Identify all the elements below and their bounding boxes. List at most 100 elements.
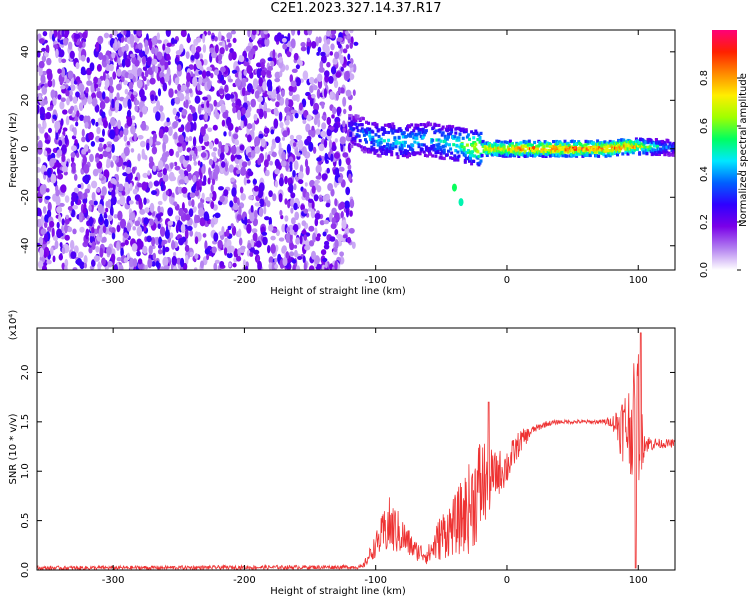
noise-cell	[140, 95, 147, 102]
heatmap	[37, 30, 675, 270]
noise-cell	[157, 88, 162, 97]
noise-cell	[348, 227, 355, 234]
noise-cell	[53, 44, 59, 49]
noise-cell	[255, 240, 262, 248]
noise-cell	[317, 73, 323, 82]
ridge-cell	[398, 145, 402, 149]
noise-cell	[183, 208, 188, 214]
noise-cell	[219, 261, 225, 267]
noise-cell	[162, 134, 169, 145]
ridge-cell	[450, 151, 454, 155]
ridge-cell	[353, 142, 357, 146]
noise-cell	[65, 115, 70, 126]
ridge-cell	[463, 160, 467, 164]
noise-cell	[184, 136, 189, 142]
ridge-cell	[441, 145, 445, 149]
ridge-cell	[365, 120, 368, 124]
ridge-cell	[402, 144, 406, 148]
noise-cell	[164, 229, 170, 240]
ridge-cell	[459, 127, 463, 131]
ridge-cell	[438, 146, 442, 150]
ridge-cell	[386, 143, 389, 147]
noise-cell	[77, 251, 84, 259]
noise-cell	[267, 57, 273, 62]
ridge-cell	[523, 149, 527, 153]
ridge-cell	[609, 143, 613, 147]
noise-cell	[197, 160, 201, 166]
ridge-cell	[475, 131, 479, 135]
noise-cell	[211, 151, 217, 158]
ridge-cell	[362, 150, 366, 154]
ridge-cell	[400, 147, 404, 151]
ridge-cell	[421, 127, 425, 131]
noise-cell	[198, 207, 205, 217]
noise-cell	[142, 245, 148, 255]
ridge-cell	[584, 149, 588, 153]
noise-cell	[107, 260, 113, 268]
ridge-cell	[452, 143, 456, 147]
noise-cell	[285, 251, 290, 260]
ridge-cell	[379, 140, 383, 145]
noise-cell	[95, 41, 100, 52]
noise-cell	[347, 53, 351, 61]
ridge-cell	[522, 139, 526, 144]
noise-cell	[95, 87, 101, 92]
noise-cell	[117, 210, 123, 221]
noise-cell	[198, 134, 204, 144]
ridge-cell	[461, 136, 465, 140]
ridge-cell	[661, 142, 665, 146]
ridge-cell	[386, 148, 389, 152]
ridge-cell	[479, 159, 483, 163]
noise-cell	[233, 248, 239, 258]
ridge-cell	[468, 159, 471, 163]
noise-cell	[311, 250, 316, 260]
noise-cell	[220, 146, 225, 154]
noise-cell	[311, 200, 315, 210]
noise-cell	[127, 98, 132, 108]
noise-cell	[110, 161, 114, 168]
noise-cell	[56, 228, 63, 239]
noise-cell	[321, 173, 328, 181]
noise-cell	[215, 112, 220, 120]
ridge-cell	[391, 146, 395, 150]
ridge-cell	[540, 149, 544, 153]
noise-cell	[113, 214, 119, 219]
noise-cell	[83, 164, 90, 174]
noise-cell	[328, 75, 334, 84]
noise-cell	[178, 179, 185, 185]
noise-cell	[125, 166, 132, 174]
noise-cell	[291, 259, 297, 264]
noise-cell	[344, 30, 349, 35]
noise-cell	[174, 96, 181, 105]
colorbar-tick-label: 0.8	[699, 70, 710, 86]
ridge-cell	[455, 138, 459, 142]
noise-cell	[140, 140, 146, 148]
noise-cell	[243, 117, 248, 127]
noise-cell	[189, 192, 196, 199]
chart-title: C2E1.2023.327.14.37.R17	[270, 1, 442, 16]
noise-cell	[64, 234, 70, 241]
noise-cell	[312, 85, 318, 91]
ridge-cell	[395, 152, 399, 156]
ridge-cell	[371, 130, 375, 134]
noise-cell	[50, 247, 54, 256]
noise-cell	[336, 108, 341, 117]
noise-cell	[38, 196, 43, 204]
noise-cell	[214, 259, 220, 264]
noise-cell	[102, 225, 107, 234]
ridge-cell	[541, 142, 545, 146]
noise-cell	[240, 245, 246, 250]
noise-cell	[211, 51, 218, 59]
noise-cell	[108, 227, 113, 233]
noise-cell	[224, 84, 229, 93]
noise-cell	[95, 157, 100, 164]
noise-cell	[279, 209, 283, 216]
noise-cell	[194, 190, 200, 197]
noise-cell	[186, 164, 192, 173]
noise-cell	[227, 42, 232, 48]
noise-cell	[345, 207, 350, 218]
noise-cell	[41, 47, 47, 52]
noise-cell	[330, 153, 334, 162]
noise-cell	[317, 118, 321, 128]
noise-cell	[168, 88, 174, 93]
